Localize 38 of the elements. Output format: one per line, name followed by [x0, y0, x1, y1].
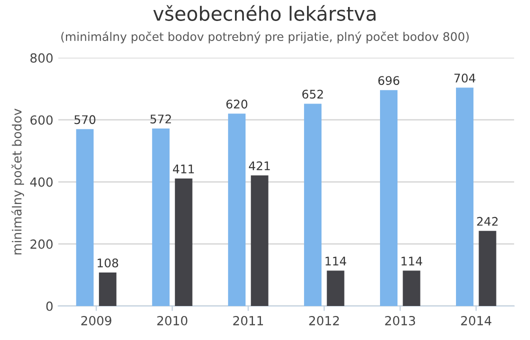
- y-tick-label: 400: [30, 177, 53, 187]
- x-tick-label: 2011: [233, 316, 263, 326]
- y-tick-label: 200: [30, 239, 53, 249]
- x-tick-label: 2014: [461, 316, 492, 326]
- x-tick-label: 2009: [81, 316, 112, 326]
- data-label: 411: [172, 164, 194, 174]
- data-label: 572: [150, 114, 171, 124]
- x-tick-label: 2012: [309, 316, 339, 326]
- x-tick-label: 2010: [157, 316, 188, 326]
- bar: [98, 272, 116, 306]
- data-label: 114: [402, 256, 422, 266]
- chart-title: všeobecného lekárstva: [153, 5, 376, 21]
- y-axis-title: minimálny počet bodov: [11, 108, 24, 254]
- bar: [304, 104, 322, 306]
- bar: [380, 90, 398, 306]
- data-label: 108: [98, 258, 118, 268]
- bar: [76, 129, 94, 306]
- bar: [478, 230, 496, 306]
- y-tick-label: 800: [30, 53, 53, 63]
- chart-subtitle: (minimálny počet bodov potrebný pre prijatie, plný počet bodov 800): [61, 31, 469, 44]
- bar: [152, 128, 170, 306]
- bar: [402, 270, 420, 306]
- x-tick-label: 2013: [385, 316, 416, 326]
- data-label: 696: [378, 76, 400, 85]
- bar: [456, 88, 474, 306]
- y-tick-label: 0: [46, 301, 53, 311]
- bar: [228, 114, 246, 306]
- bar: [174, 178, 192, 306]
- data-label: 704: [454, 74, 476, 83]
- data-label: 620: [226, 100, 248, 109]
- data-label: 570: [74, 115, 96, 124]
- data-label: 652: [302, 90, 323, 99]
- data-label: 242: [477, 216, 498, 226]
- data-label: 114: [326, 256, 346, 266]
- bar: [326, 270, 344, 306]
- y-tick-label: 600: [30, 115, 53, 125]
- data-label: 421: [248, 161, 270, 170]
- bar: [250, 175, 268, 306]
